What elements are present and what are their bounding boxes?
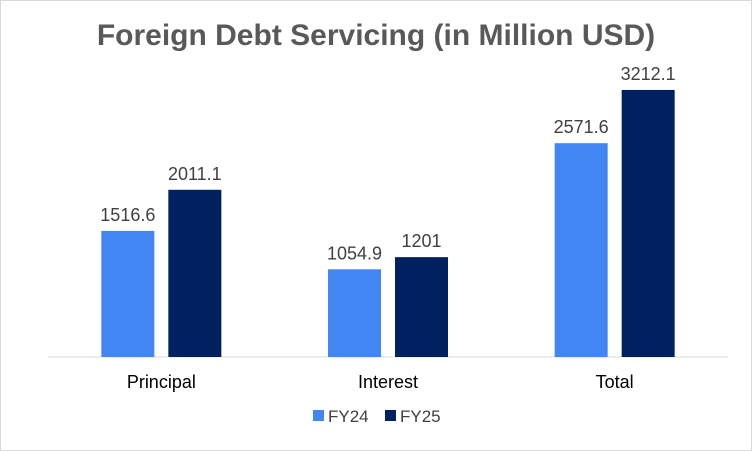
chart-title: Foreign Debt Servicing (in Million USD) xyxy=(97,19,655,52)
data-label-total-fy24: 2571.6 xyxy=(554,117,609,137)
category-label-principal: Principal xyxy=(127,372,196,392)
legend-swatch-fy24 xyxy=(313,410,324,421)
category-label-interest: Interest xyxy=(358,372,418,392)
bar-principal-fy25 xyxy=(168,189,222,357)
category-labels: Principal Interest Total xyxy=(127,372,634,392)
data-label-principal-fy24: 1516.6 xyxy=(100,205,155,225)
data-label-interest-fy24: 1054.9 xyxy=(327,243,382,263)
legend-label-fy24: FY24 xyxy=(328,407,369,426)
data-label-principal-fy25: 2011.1 xyxy=(168,164,222,184)
legend-swatch-fy25 xyxy=(385,410,396,421)
bar-interest-fy24 xyxy=(328,269,381,357)
bars-group: 1516.6 2011.1 1054.9 1201 2571.6 3212.1 xyxy=(100,64,676,357)
data-label-interest-fy25: 1201 xyxy=(401,231,441,251)
category-label-total: Total xyxy=(596,372,634,392)
data-label-total-fy25: 3212.1 xyxy=(621,64,676,84)
legend: FY24 FY25 xyxy=(313,407,441,426)
legend-label-fy25: FY25 xyxy=(400,407,441,426)
bar-principal-fy24 xyxy=(101,230,155,357)
bar-total-fy25 xyxy=(621,89,675,357)
bar-total-fy24 xyxy=(554,143,608,357)
bar-interest-fy25 xyxy=(395,257,448,357)
